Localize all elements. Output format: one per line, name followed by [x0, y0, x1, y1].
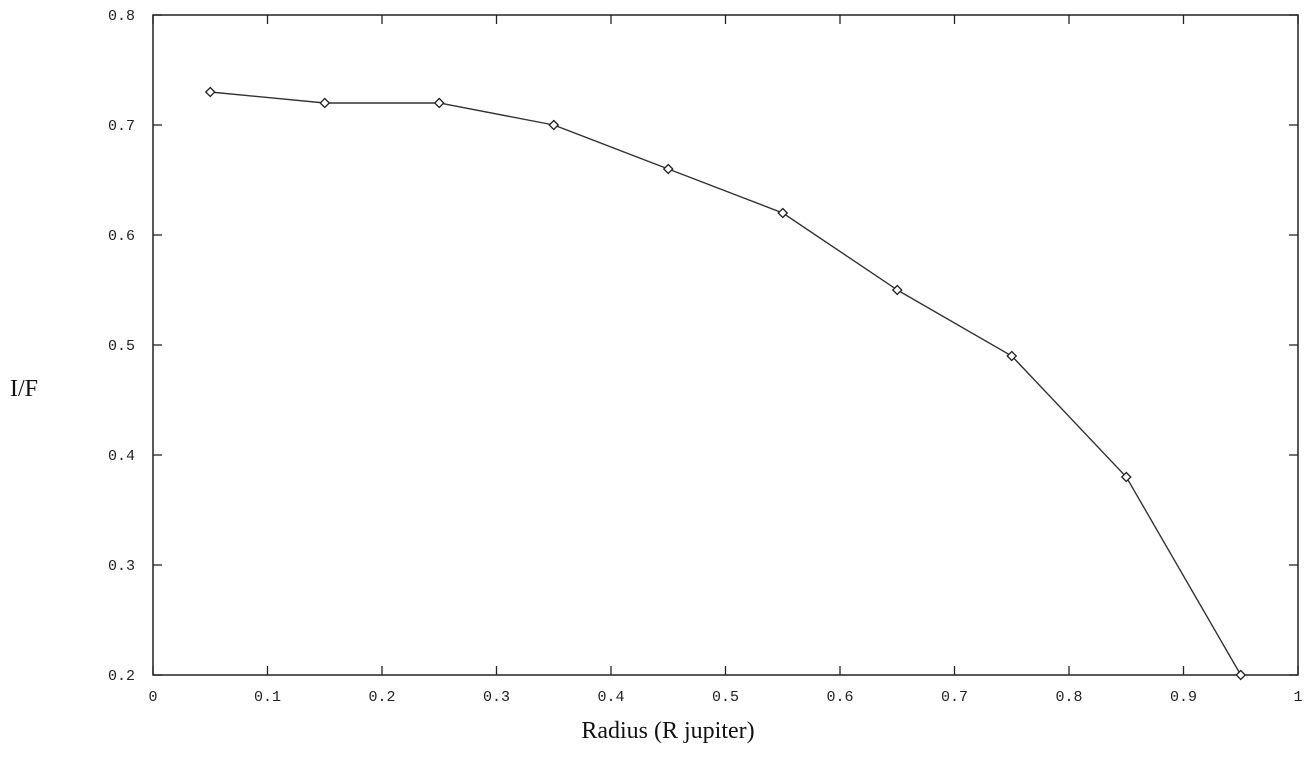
y-tick-label: 0.2 [108, 668, 135, 685]
x-tick-label: 0.7 [941, 689, 968, 706]
x-axis: 0 0.1 0.2 0.3 0.4 0.5 0.6 0.7 0.8 0.9 1 [148, 15, 1303, 706]
x-tick-label: 0.1 [254, 689, 281, 706]
data-point [891, 284, 903, 296]
data-point [204, 86, 216, 98]
plot-frame [152, 14, 1299, 676]
data-point [548, 119, 560, 131]
x-tick-label: 0.6 [826, 689, 853, 706]
data-point [1235, 669, 1247, 681]
data-point [433, 97, 445, 109]
plot-area [152, 14, 1299, 676]
y-axis: 0.2 0.3 0.4 0.5 0.6 0.7 0.8 [108, 8, 1298, 685]
series-line [210, 91, 1242, 676]
x-tick-label: 0 [148, 689, 157, 706]
x-tick-label: 0.2 [368, 689, 395, 706]
y-tick-label: 0.6 [108, 228, 135, 245]
y-tick-label: 0.8 [108, 8, 135, 25]
y-tick-label: 0.7 [108, 118, 135, 135]
data-point [1006, 350, 1018, 362]
x-tick-label: 0.3 [483, 689, 510, 706]
data-point [777, 207, 789, 219]
y-axis-title: I/F [10, 376, 38, 402]
series-group [204, 86, 1247, 681]
x-tick-label: 1 [1293, 689, 1302, 706]
x-tick-label: 0.9 [1170, 689, 1197, 706]
data-point [319, 97, 331, 109]
x-tick-label: 0.5 [712, 689, 739, 706]
data-point [1120, 471, 1132, 483]
data-point [662, 163, 674, 175]
y-tick-label: 0.4 [108, 448, 135, 465]
x-tick-label: 0.4 [597, 689, 624, 706]
x-tick-label: 0.8 [1055, 689, 1082, 706]
x-axis-title: Radius (R jupiter) [581, 718, 754, 744]
y-tick-label: 0.5 [108, 338, 135, 355]
y-tick-label: 0.3 [108, 558, 135, 575]
